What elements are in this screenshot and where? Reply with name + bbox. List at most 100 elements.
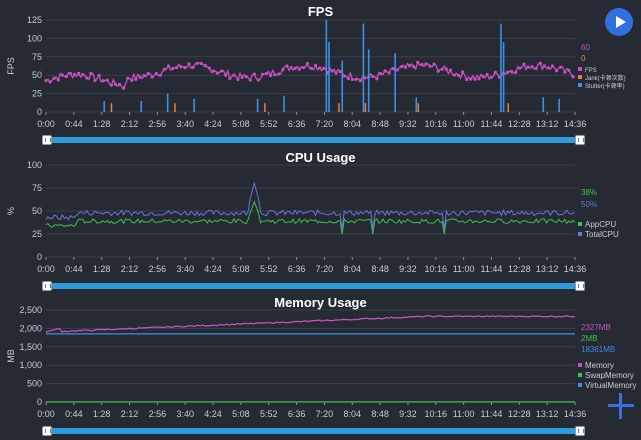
fps-point bbox=[64, 75, 69, 79]
fps-point bbox=[571, 75, 575, 79]
fps-point bbox=[330, 69, 334, 73]
fps-point bbox=[175, 66, 179, 70]
fps-point bbox=[56, 78, 60, 82]
memory-time-slider[interactable] bbox=[42, 426, 585, 436]
x-tick-label: 2:12 bbox=[121, 409, 139, 419]
fps-point bbox=[416, 60, 420, 64]
fps-point bbox=[207, 66, 211, 70]
fps-point bbox=[171, 67, 175, 71]
fps-point bbox=[514, 70, 518, 74]
memory-series-line bbox=[45, 315, 576, 333]
fps-slider-end-handle[interactable] bbox=[575, 135, 585, 145]
x-tick-label: 1:28 bbox=[93, 409, 111, 419]
fps-point bbox=[240, 75, 244, 80]
fps-point bbox=[273, 73, 277, 77]
fps-point bbox=[358, 79, 363, 83]
totalcpu-current-value: 50% bbox=[581, 200, 597, 209]
x-tick-label: 6:36 bbox=[288, 264, 306, 274]
legend-label: AppCPU bbox=[585, 220, 616, 229]
x-tick-label: 11:44 bbox=[481, 409, 503, 419]
totalcpu-series-line bbox=[45, 181, 576, 230]
fps-point bbox=[236, 77, 240, 82]
cpu-time-slider[interactable] bbox=[42, 281, 585, 291]
memory-slider-end-handle[interactable] bbox=[575, 426, 585, 436]
x-tick-label: 7:20 bbox=[316, 119, 334, 129]
legend-label: Stutter(卡顿率) bbox=[585, 82, 625, 90]
x-tick-label: 10:16 bbox=[425, 119, 448, 129]
fps-point bbox=[191, 65, 195, 69]
x-tick-label: 4:24 bbox=[204, 119, 222, 129]
fps-point bbox=[281, 67, 285, 71]
legend-label: VirtualMemory bbox=[585, 381, 636, 390]
fps-point bbox=[154, 71, 158, 76]
x-tick-label: 6:36 bbox=[288, 409, 306, 419]
fps-point bbox=[481, 74, 485, 79]
fps-current-value: 60 bbox=[581, 43, 590, 52]
legend-swatch bbox=[578, 232, 582, 236]
legend-label: Jank(卡顿次数) bbox=[585, 74, 626, 82]
x-tick-label: 7:20 bbox=[316, 409, 334, 419]
x-tick-label: 3:40 bbox=[176, 409, 194, 419]
x-tick-label: 2:56 bbox=[149, 119, 167, 129]
y-tick-label: 75 bbox=[32, 52, 42, 62]
fps-point bbox=[158, 73, 162, 77]
appcpu-current-value: 38% bbox=[581, 188, 597, 197]
fps-point bbox=[146, 71, 150, 76]
x-tick-label: 11:00 bbox=[453, 264, 475, 274]
memory-chart: 0 500 1,000 1,500 2,000 2,500 0:00 0:44 1:28 2:12… bbox=[6, 305, 636, 419]
fps-point bbox=[72, 72, 77, 77]
y-tick-label: 2,500 bbox=[19, 305, 42, 315]
memory-chart-title: Memory Usage bbox=[274, 295, 367, 310]
fps-point bbox=[289, 65, 293, 70]
fps-point bbox=[412, 64, 416, 69]
y-tick-label: 25 bbox=[32, 89, 42, 99]
fps-point bbox=[440, 67, 444, 71]
fps-point bbox=[166, 64, 171, 68]
x-tick-label: 11:44 bbox=[481, 119, 503, 129]
fps-point bbox=[342, 74, 346, 78]
fps-point bbox=[567, 68, 571, 72]
fps-point bbox=[117, 82, 122, 87]
x-tick-label: 9:32 bbox=[399, 264, 417, 274]
fps-point bbox=[493, 70, 497, 74]
cpu-slider-start-handle[interactable] bbox=[42, 281, 52, 291]
fps-point bbox=[383, 69, 387, 73]
swapmemory-current-value: 2MB bbox=[581, 334, 597, 343]
x-tick-label: 2:56 bbox=[149, 409, 167, 419]
x-tick-label: 0:00 bbox=[37, 264, 55, 274]
fps-point bbox=[322, 66, 326, 70]
fps-point bbox=[77, 71, 81, 75]
fps-point bbox=[138, 75, 142, 79]
fps-point bbox=[232, 73, 236, 77]
fps-point bbox=[48, 80, 52, 84]
x-tick-label: 11:00 bbox=[453, 119, 475, 129]
legend-swatch bbox=[578, 363, 582, 367]
y-tick-label: 0 bbox=[37, 397, 42, 407]
fps-point bbox=[52, 76, 56, 80]
fps-point bbox=[477, 77, 481, 81]
fps-point bbox=[228, 76, 232, 80]
fps-chart: 0 25 50 75 100 125 0:00 0:44 1:28 2:12 2:56 3:40 4:2… bbox=[6, 15, 626, 129]
x-tick-label: 8:48 bbox=[371, 119, 389, 129]
x-tick-label: 12:28 bbox=[508, 409, 531, 419]
fps-point bbox=[301, 66, 305, 70]
fps-time-slider[interactable] bbox=[42, 135, 585, 145]
cpu-slider-end-handle[interactable] bbox=[575, 281, 585, 291]
fps-point bbox=[461, 70, 465, 74]
y-tick-label: 1,500 bbox=[19, 342, 42, 352]
x-tick-label: 5:52 bbox=[260, 119, 278, 129]
y-tick-label: 100 bbox=[27, 160, 42, 170]
memory-slider-start-handle[interactable] bbox=[42, 426, 52, 436]
fps-slider-start-handle[interactable] bbox=[42, 135, 52, 145]
x-tick-label: 11:00 bbox=[453, 409, 475, 419]
add-button[interactable] bbox=[608, 393, 634, 419]
fps-point bbox=[375, 77, 379, 81]
fps-point bbox=[162, 67, 167, 71]
x-tick-label: 12:28 bbox=[508, 264, 531, 274]
x-tick-label: 13:12 bbox=[536, 264, 559, 274]
legend-swatch bbox=[578, 373, 582, 377]
fps-point bbox=[505, 70, 510, 74]
fps-chart-title: FPS bbox=[307, 4, 334, 19]
play-button[interactable] bbox=[605, 8, 633, 36]
fps-point bbox=[350, 77, 354, 82]
